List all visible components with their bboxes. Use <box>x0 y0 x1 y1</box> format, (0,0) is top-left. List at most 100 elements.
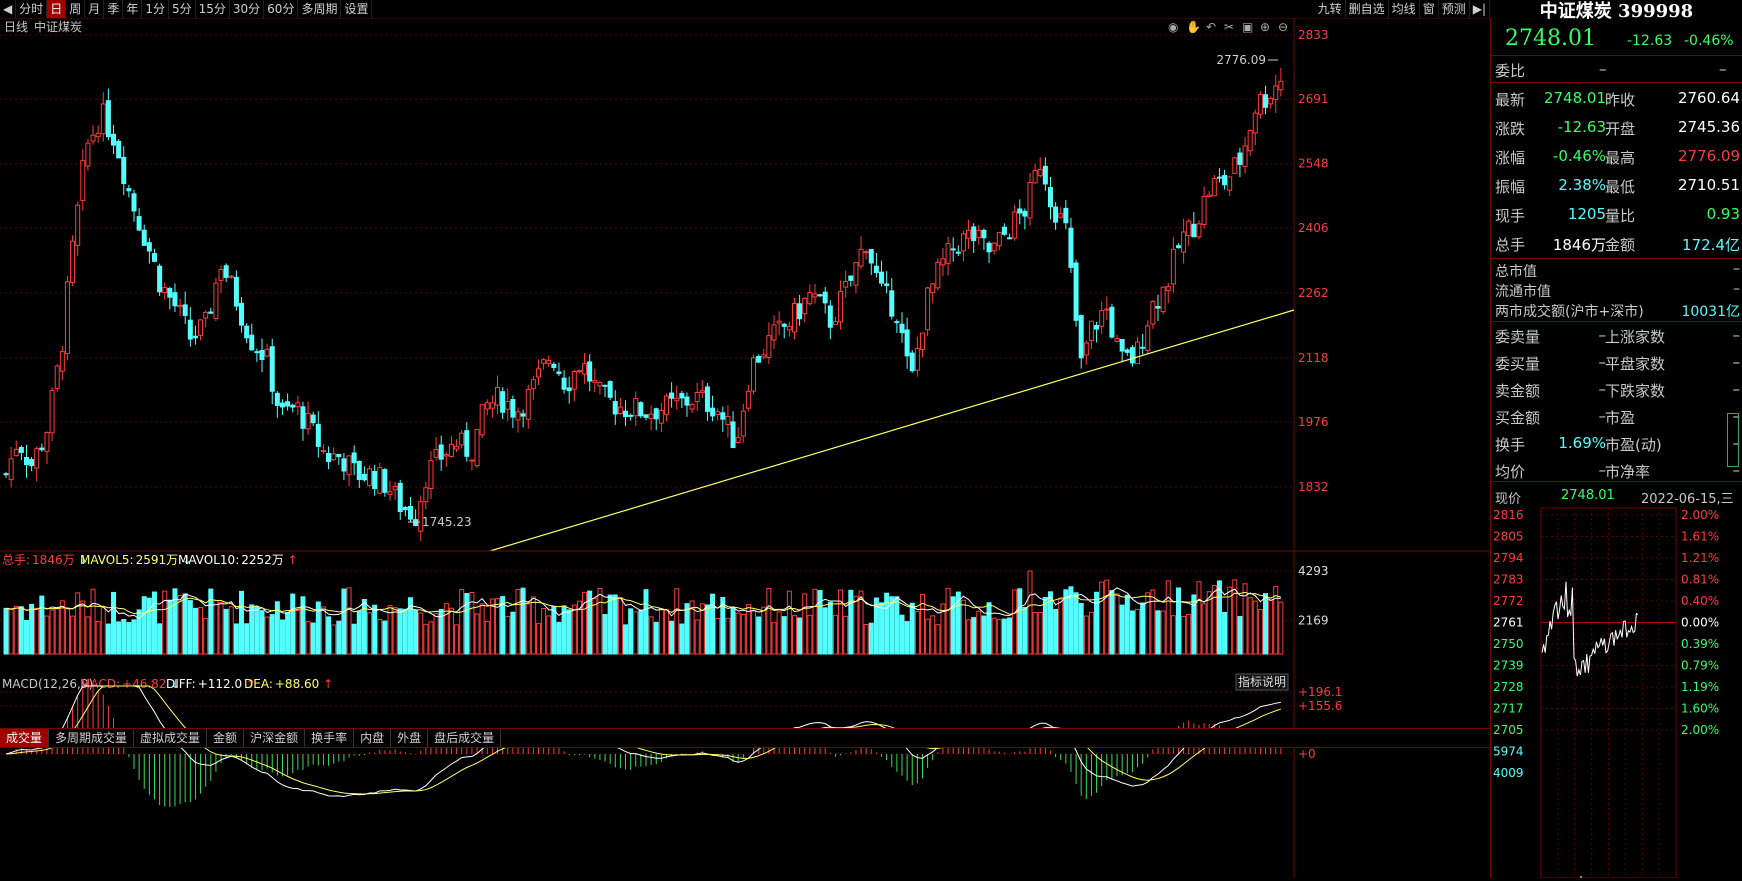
candle[interactable] <box>1232 156 1238 174</box>
candle[interactable] <box>157 263 163 296</box>
candle[interactable] <box>648 405 654 431</box>
candle[interactable] <box>674 385 680 410</box>
candle[interactable] <box>228 275 234 279</box>
toolbar-right-3[interactable]: 窗 <box>1420 0 1439 18</box>
candle[interactable] <box>1237 147 1243 178</box>
period-tab-12[interactable]: 设置 <box>341 0 373 18</box>
candle[interactable] <box>320 444 326 454</box>
candle[interactable] <box>244 323 250 344</box>
toolbar-right-1[interactable]: 删自选 <box>1346 0 1389 18</box>
candle[interactable] <box>720 406 726 432</box>
candle[interactable] <box>684 392 690 417</box>
candle[interactable] <box>285 393 291 411</box>
candle[interactable] <box>151 248 157 263</box>
candle[interactable] <box>454 439 460 453</box>
candle[interactable] <box>500 387 506 420</box>
candle[interactable] <box>1063 200 1069 230</box>
candle[interactable] <box>535 359 541 386</box>
candle[interactable] <box>75 201 81 256</box>
kline-chart[interactable]: 日线 中证煤炭 ◉ ✋ ↶ ✂ ▣ ⊕ ⊖ 2833 2691 2548 2406 22… <box>0 18 1490 878</box>
candle[interactable] <box>556 362 562 376</box>
candle[interactable] <box>658 402 664 432</box>
indicator-tab-8[interactable]: 盘后成交量 <box>428 729 502 747</box>
candle[interactable] <box>873 252 879 278</box>
candle[interactable] <box>960 230 966 262</box>
candle[interactable] <box>397 479 403 520</box>
candle[interactable] <box>407 497 413 522</box>
candle[interactable] <box>756 354 762 363</box>
macd-help-button[interactable]: 指标说明 <box>1235 673 1289 691</box>
candle[interactable] <box>1007 233 1013 240</box>
candle[interactable] <box>331 447 337 461</box>
candle[interactable] <box>689 402 695 413</box>
candle[interactable] <box>18 445 24 461</box>
indicator-tab-3[interactable]: 金额 <box>207 729 245 747</box>
candle[interactable] <box>402 505 408 517</box>
candle[interactable] <box>367 465 373 487</box>
candle[interactable] <box>817 293 823 298</box>
candle[interactable] <box>54 364 60 392</box>
candle[interactable] <box>966 219 972 249</box>
period-tab-8[interactable]: 15分 <box>196 0 230 18</box>
period-tab-1[interactable]: 日 <box>47 0 67 18</box>
candle[interactable] <box>279 399 285 415</box>
candle[interactable] <box>315 411 321 458</box>
candle[interactable] <box>669 382 675 408</box>
candle[interactable] <box>495 375 501 415</box>
candle[interactable] <box>1222 169 1228 190</box>
candle[interactable] <box>95 125 101 143</box>
candle[interactable] <box>617 397 623 415</box>
candle[interactable] <box>745 384 751 412</box>
candle[interactable] <box>786 321 792 337</box>
eye-icon[interactable]: ◉ <box>1168 20 1178 34</box>
candle[interactable] <box>208 307 214 314</box>
candle[interactable] <box>423 481 429 510</box>
candle[interactable] <box>1170 236 1176 294</box>
candle[interactable] <box>1032 163 1038 184</box>
candle[interactable] <box>105 88 111 141</box>
zoom-in-icon[interactable]: ⊕ <box>1260 20 1270 34</box>
candle[interactable] <box>213 277 219 321</box>
candle[interactable] <box>290 403 296 413</box>
candle[interactable] <box>735 427 741 444</box>
candle[interactable] <box>1094 321 1100 343</box>
candle[interactable] <box>218 265 224 293</box>
indicator-tab-0[interactable]: 成交量 <box>0 729 50 747</box>
undo-icon[interactable]: ↶ <box>1206 20 1216 34</box>
candle[interactable] <box>832 316 838 325</box>
candle[interactable] <box>1083 340 1089 365</box>
candle[interactable] <box>623 400 629 426</box>
indicator-tab-2[interactable]: 虚拟成交量 <box>134 729 208 747</box>
candle[interactable] <box>940 247 946 276</box>
candle[interactable] <box>1247 129 1253 156</box>
candle[interactable] <box>981 228 987 250</box>
candle[interactable] <box>894 319 900 333</box>
menu-icon[interactable]: ◀ <box>0 0 17 18</box>
expand-icon[interactable]: ▶| <box>1470 0 1490 18</box>
candle[interactable] <box>561 370 567 394</box>
candle[interactable] <box>274 391 280 418</box>
candle[interactable] <box>505 388 511 422</box>
candle[interactable] <box>1124 348 1130 356</box>
candle[interactable] <box>223 263 229 283</box>
candle[interactable] <box>715 408 721 421</box>
candle[interactable] <box>484 399 490 416</box>
candle[interactable] <box>1047 176 1053 220</box>
indicator-tab-1[interactable]: 多周期成交量 <box>49 729 135 747</box>
candle[interactable] <box>392 481 398 500</box>
candle[interactable] <box>131 189 137 222</box>
candle[interactable] <box>1191 211 1197 238</box>
candle[interactable] <box>858 236 864 270</box>
candle[interactable] <box>633 391 639 427</box>
candle[interactable] <box>766 322 772 364</box>
candle[interactable] <box>1186 218 1192 247</box>
candle[interactable] <box>843 270 849 298</box>
period-tab-3[interactable]: 月 <box>85 0 105 18</box>
candle[interactable] <box>136 208 142 232</box>
candle[interactable] <box>863 249 869 260</box>
candle[interactable] <box>971 223 977 253</box>
candle[interactable] <box>413 509 419 527</box>
candle[interactable] <box>802 297 808 323</box>
candle[interactable] <box>1099 301 1105 335</box>
candle[interactable] <box>1073 259 1079 327</box>
